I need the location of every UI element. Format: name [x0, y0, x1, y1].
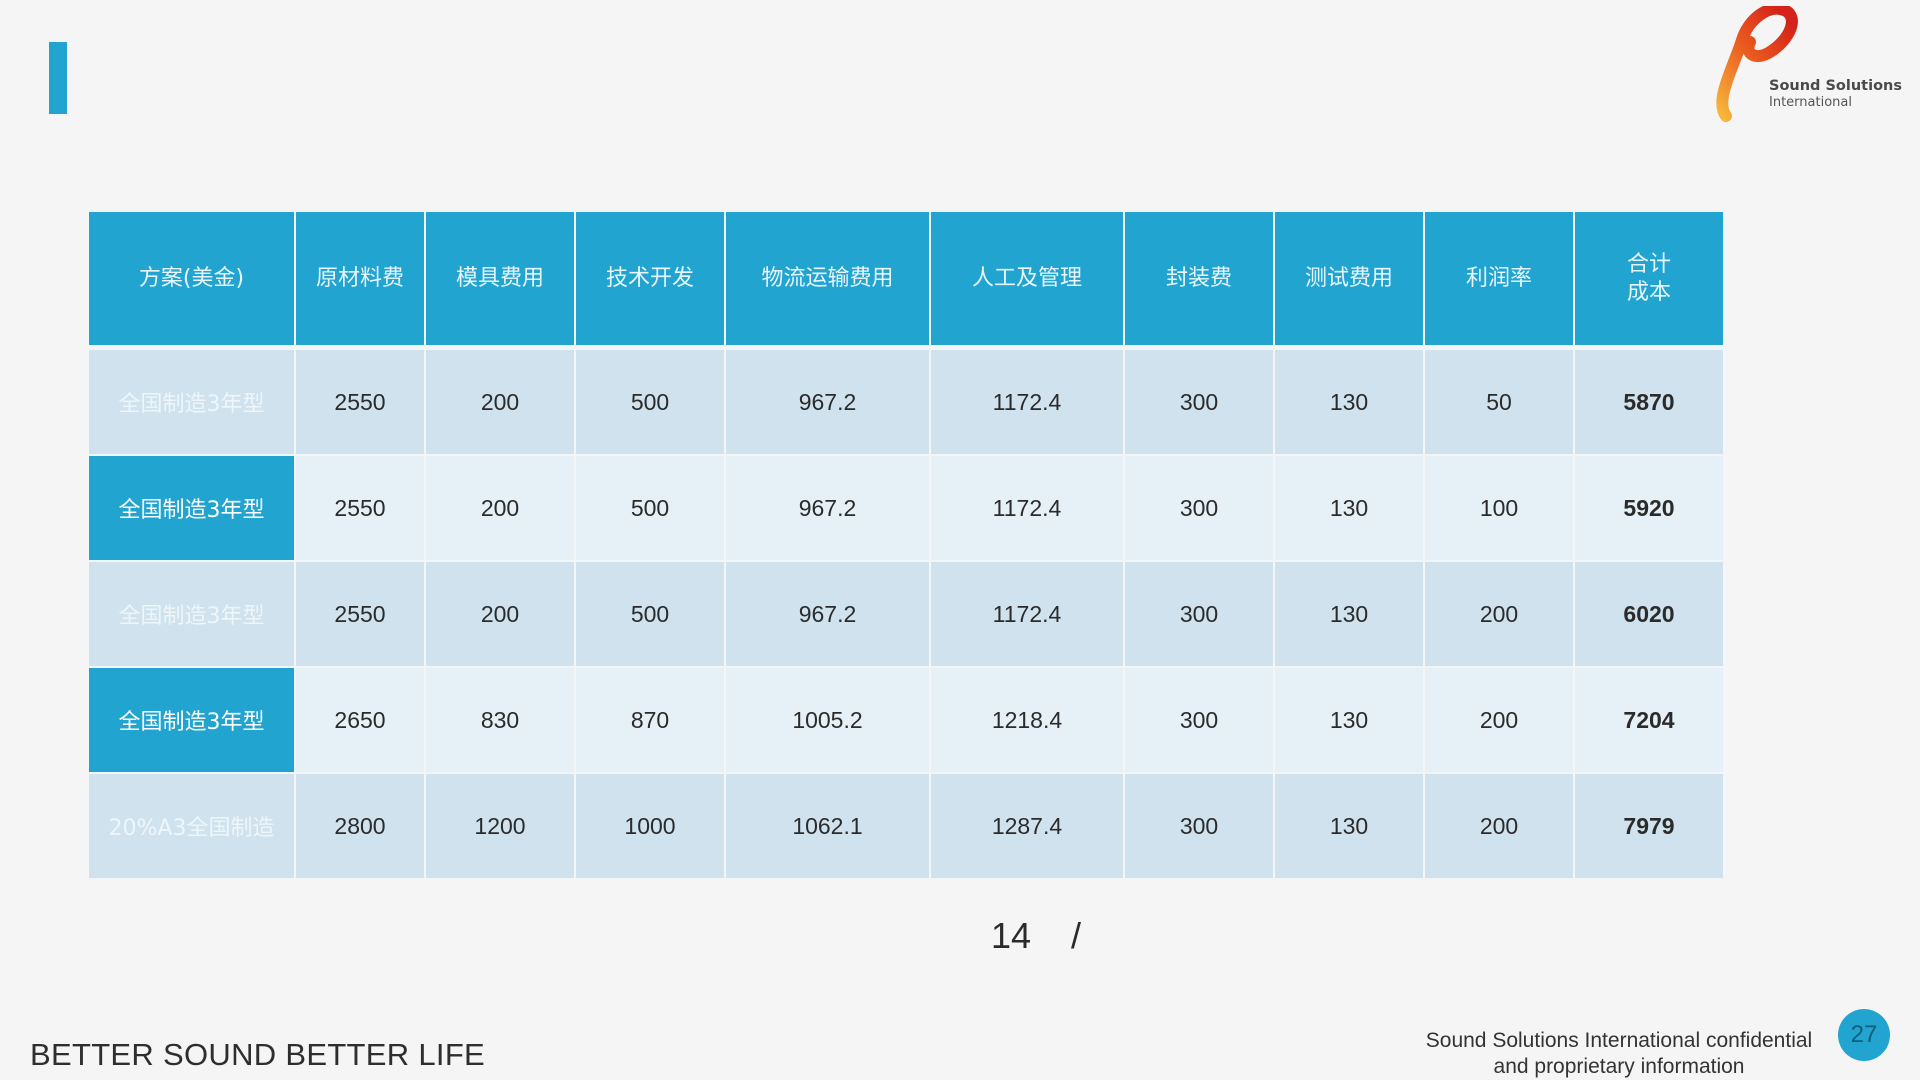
- table-cell: 1218.4: [929, 666, 1125, 774]
- logo-wordmark: Sound Solutions International: [1769, 79, 1902, 109]
- table-cell: 300: [1123, 454, 1275, 562]
- table-cell: 300: [1123, 666, 1275, 774]
- table-cell: 300: [1123, 772, 1275, 880]
- table-cell: 200: [424, 560, 576, 668]
- column-header: 模具费用: [424, 210, 576, 350]
- page-indicator: 14 /: [991, 915, 1082, 956]
- confidentiality-line: and proprietary information: [1493, 1055, 1745, 1078]
- table-cell: 200: [424, 454, 576, 562]
- row-label: 20%A3全国制造: [87, 772, 296, 880]
- table-cell: 130: [1273, 666, 1425, 774]
- table-cell: 130: [1273, 560, 1425, 668]
- table-cell: 2650: [294, 666, 426, 774]
- table-cell: 300: [1123, 346, 1275, 456]
- table-cell: 870: [574, 666, 726, 774]
- table-row: 全国制造3年型 2550 200 500 967.2 1172.4 300 13…: [87, 346, 1725, 456]
- column-header: 方案(美金): [87, 210, 296, 350]
- table-cell: 1000: [574, 772, 726, 880]
- table-cell: 1062.1: [724, 772, 931, 880]
- column-header: 合计 成本: [1573, 210, 1725, 350]
- total-cell: 5870: [1573, 346, 1725, 456]
- column-header: 技术开发: [574, 210, 726, 350]
- table-cell: 500: [574, 560, 726, 668]
- slide-number-badge: 27: [1838, 1009, 1890, 1061]
- table-cell: 1172.4: [929, 454, 1125, 562]
- table-cell: 130: [1273, 454, 1425, 562]
- title-accent-bar: [49, 42, 67, 114]
- table-cell: 300: [1123, 560, 1275, 668]
- cost-comparison-table: 方案(美金) 原材料费 模具费用 技术开发 物流运输费用 人工及管理 封装费 测…: [87, 210, 1725, 880]
- row-label: 全国制造3年型: [87, 454, 296, 562]
- logo-mark-icon: [1716, 6, 1798, 122]
- table-cell: 1005.2: [724, 666, 931, 774]
- table-row: 全国制造3年型 2550 200 500 967.2 1172.4 300 13…: [87, 560, 1725, 668]
- table-cell: 2550: [294, 560, 426, 668]
- footer-tagline: BETTER SOUND BETTER LIFE: [30, 1037, 486, 1072]
- table-cell: 1172.4: [929, 560, 1125, 668]
- column-header: 利润率: [1423, 210, 1575, 350]
- table-cell: 1200: [424, 772, 576, 880]
- table-cell: 500: [574, 346, 726, 456]
- table-row: 全国制造3年型 2650 830 870 1005.2 1218.4 300 1…: [87, 666, 1725, 774]
- table-cell: 1287.4: [929, 772, 1125, 880]
- confidentiality-notice: Sound Solutions International confidenti…: [1382, 1028, 1856, 1080]
- table-cell: 500: [574, 454, 726, 562]
- row-label: 全国制造3年型: [87, 346, 296, 456]
- table-cell: 2550: [294, 454, 426, 562]
- table-header-row: 方案(美金) 原材料费 模具费用 技术开发 物流运输费用 人工及管理 封装费 测…: [87, 210, 1725, 350]
- total-cell: 6020: [1573, 560, 1725, 668]
- table-row: 20%A3全国制造 2800 1200 1000 1062.1 1287.4 3…: [87, 772, 1725, 880]
- table-cell: 967.2: [724, 454, 931, 562]
- logo-brand-line2: International: [1769, 94, 1852, 110]
- table-cell: 100: [1423, 454, 1575, 562]
- table-cell: 200: [1423, 666, 1575, 774]
- confidentiality-line: Sound Solutions International confidenti…: [1425, 1029, 1813, 1052]
- table-cell: 130: [1273, 772, 1425, 880]
- table-cell: 200: [1423, 560, 1575, 668]
- table-row: 全国制造3年型 2550 200 500 967.2 1172.4 300 13…: [87, 454, 1725, 562]
- column-header: 封装费: [1123, 210, 1275, 350]
- row-label: 全国制造3年型: [87, 666, 296, 774]
- total-cell: 5920: [1573, 454, 1725, 562]
- column-header: 物流运输费用: [724, 210, 931, 350]
- table-cell: 200: [424, 346, 576, 456]
- column-header: 人工及管理: [929, 210, 1125, 350]
- column-header: 测试费用: [1273, 210, 1425, 350]
- table-cell: 1172.4: [929, 346, 1125, 456]
- column-header: 原材料费: [294, 210, 426, 350]
- table-cell: 967.2: [724, 346, 931, 456]
- table-cell: 130: [1273, 346, 1425, 456]
- total-cell: 7204: [1573, 666, 1725, 774]
- company-logo: Sound Solutions International: [1716, 6, 1902, 122]
- total-cell: 7979: [1573, 772, 1725, 880]
- table-cell: 50: [1423, 346, 1575, 456]
- row-label: 全国制造3年型: [87, 560, 296, 668]
- table-cell: 967.2: [724, 560, 931, 668]
- logo-brand-line1: Sound Solutions: [1769, 78, 1902, 94]
- table-cell: 2800: [294, 772, 426, 880]
- table-cell: 830: [424, 666, 576, 774]
- table-cell: 2550: [294, 346, 426, 456]
- table-cell: 200: [1423, 772, 1575, 880]
